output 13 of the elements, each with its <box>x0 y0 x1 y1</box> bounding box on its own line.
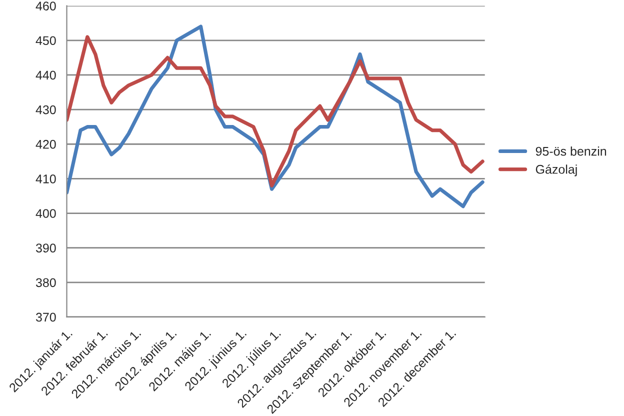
line-series <box>66 35 484 188</box>
y-tick-label: 450 <box>36 36 56 46</box>
y-tick-label: 420 <box>36 140 56 149</box>
y-tick-label: 380 <box>36 278 56 288</box>
y-tick-label: 430 <box>36 105 56 114</box>
legend-label: Gázolaj <box>536 164 577 176</box>
legend-label: 95-ös benzin <box>536 146 606 156</box>
y-tick-label: 440 <box>36 70 56 80</box>
y-tick-label: 370 <box>36 312 56 322</box>
y-tick-label: 400 <box>36 209 56 218</box>
y-tick-label: 460 <box>36 2 56 10</box>
y-tick-label: 410 <box>36 174 56 184</box>
y-tick-label: 390 <box>36 244 56 252</box>
